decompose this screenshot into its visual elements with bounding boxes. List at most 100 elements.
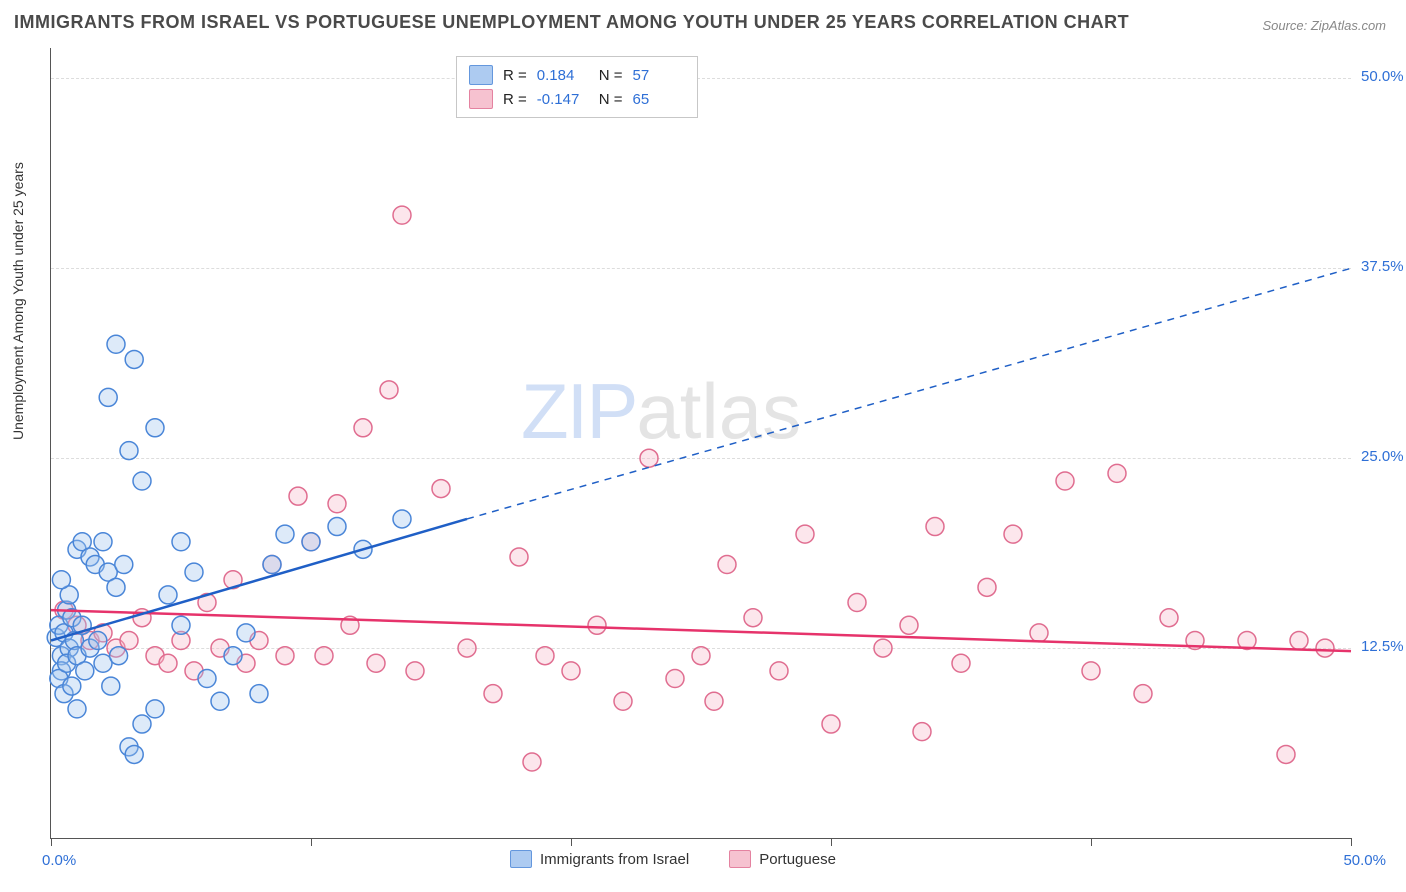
- legend-label-israel: Immigrants from Israel: [540, 851, 689, 868]
- scatter-point: [263, 556, 281, 574]
- legend-row-israel: R = 0.184 N = 57: [469, 63, 685, 87]
- scatter-point: [1290, 632, 1308, 650]
- scatter-point: [913, 723, 931, 741]
- scatter-point: [588, 616, 606, 634]
- x-tick: [571, 838, 572, 846]
- scatter-point: [978, 578, 996, 596]
- scatter-point: [159, 586, 177, 604]
- scatter-point: [874, 639, 892, 657]
- x-tick-label-end: 50.0%: [1343, 852, 1386, 869]
- scatter-point: [237, 624, 255, 642]
- scatter-point: [68, 700, 86, 718]
- scatter-svg: [51, 48, 1351, 838]
- legend-swatch-israel: [469, 65, 493, 85]
- N-value-israel: 57: [633, 67, 685, 84]
- chart-title: IMMIGRANTS FROM ISRAEL VS PORTUGUESE UNE…: [14, 12, 1129, 33]
- scatter-point: [63, 677, 81, 695]
- scatter-point: [107, 335, 125, 353]
- scatter-point: [432, 480, 450, 498]
- scatter-point: [705, 692, 723, 710]
- scatter-point: [172, 533, 190, 551]
- scatter-point: [159, 654, 177, 672]
- scatter-point: [718, 556, 736, 574]
- scatter-point: [211, 692, 229, 710]
- y-axis-title: Unemployment Among Youth under 25 years: [10, 162, 26, 440]
- scatter-point: [744, 609, 762, 627]
- scatter-point: [536, 647, 554, 665]
- correlation-legend: R = 0.184 N = 57 R = -0.147 N = 65: [456, 56, 698, 118]
- y-tick-label: 50.0%: [1361, 68, 1406, 85]
- scatter-point: [1277, 745, 1295, 763]
- legend-item-israel: Immigrants from Israel: [510, 850, 689, 868]
- scatter-point: [1082, 662, 1100, 680]
- x-tick: [1091, 838, 1092, 846]
- legend-row-portuguese: R = -0.147 N = 65: [469, 87, 685, 111]
- R-label: R =: [503, 91, 527, 108]
- scatter-point: [120, 442, 138, 460]
- y-tick-label: 37.5%: [1361, 258, 1406, 275]
- scatter-point: [393, 206, 411, 224]
- scatter-point: [1056, 472, 1074, 490]
- chart-plot-area: ZIPatlas 12.5%25.0%37.5%50.0% R = 0.184 …: [50, 48, 1351, 839]
- scatter-point: [510, 548, 528, 566]
- scatter-point: [185, 563, 203, 581]
- source-attribution: Source: ZipAtlas.com: [1262, 18, 1386, 33]
- scatter-point: [367, 654, 385, 672]
- scatter-point: [328, 518, 346, 536]
- x-tick: [1351, 838, 1352, 846]
- scatter-point: [133, 472, 151, 490]
- x-tick: [311, 838, 312, 846]
- scatter-point: [276, 525, 294, 543]
- scatter-point: [198, 669, 216, 687]
- scatter-point: [770, 662, 788, 680]
- x-tick: [51, 838, 52, 846]
- scatter-point: [926, 518, 944, 536]
- scatter-point: [1316, 639, 1334, 657]
- scatter-point: [692, 647, 710, 665]
- scatter-point: [640, 449, 658, 467]
- legend-swatch-israel: [510, 850, 532, 868]
- series-legend: Immigrants from Israel Portuguese: [510, 850, 836, 868]
- scatter-point: [94, 533, 112, 551]
- N-label: N =: [599, 91, 623, 108]
- scatter-point: [172, 616, 190, 634]
- scatter-point: [952, 654, 970, 672]
- x-tick: [831, 838, 832, 846]
- scatter-point: [76, 662, 94, 680]
- scatter-point: [110, 647, 128, 665]
- scatter-point: [125, 745, 143, 763]
- scatter-point: [796, 525, 814, 543]
- legend-label-portuguese: Portuguese: [759, 851, 836, 868]
- scatter-point: [224, 647, 242, 665]
- scatter-point: [822, 715, 840, 733]
- scatter-point: [1160, 609, 1178, 627]
- scatter-point: [354, 419, 372, 437]
- y-tick-label: 25.0%: [1361, 448, 1406, 465]
- scatter-point: [380, 381, 398, 399]
- scatter-point: [302, 533, 320, 551]
- scatter-point: [523, 753, 541, 771]
- scatter-point: [120, 632, 138, 650]
- scatter-point: [900, 616, 918, 634]
- scatter-point: [115, 556, 133, 574]
- scatter-point: [107, 578, 125, 596]
- y-tick-label: 12.5%: [1361, 638, 1406, 655]
- scatter-point: [484, 685, 502, 703]
- scatter-point: [328, 495, 346, 513]
- scatter-point: [1004, 525, 1022, 543]
- N-label: N =: [599, 67, 623, 84]
- scatter-point: [315, 647, 333, 665]
- scatter-point: [848, 594, 866, 612]
- scatter-point: [1108, 464, 1126, 482]
- scatter-point: [133, 715, 151, 733]
- trend-line-israel-dashed: [467, 268, 1351, 519]
- scatter-point: [52, 571, 70, 589]
- scatter-point: [1134, 685, 1152, 703]
- legend-swatch-portuguese: [729, 850, 751, 868]
- R-label: R =: [503, 67, 527, 84]
- scatter-point: [406, 662, 424, 680]
- scatter-point: [146, 700, 164, 718]
- scatter-point: [146, 419, 164, 437]
- scatter-point: [99, 388, 117, 406]
- scatter-point: [562, 662, 580, 680]
